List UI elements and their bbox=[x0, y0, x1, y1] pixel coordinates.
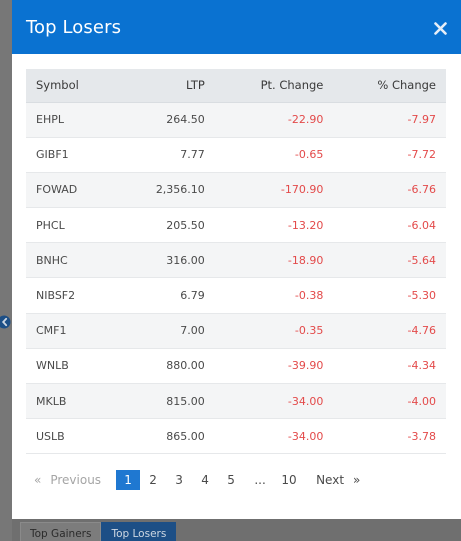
header-ltp: LTP bbox=[116, 69, 215, 103]
ltp-cell: 865.00 bbox=[116, 418, 215, 455]
pt-change-cell: -39.90 bbox=[214, 348, 334, 385]
top-losers-modal: Top Losers Symbol LTP Pt. Change % Chang… bbox=[12, 0, 461, 519]
pct-change-cell: -5.30 bbox=[333, 277, 446, 314]
pagination-ellipsis: ... bbox=[254, 473, 266, 487]
pct-change-cell: -3.78 bbox=[333, 418, 446, 455]
pt-change-cell: -0.65 bbox=[214, 137, 334, 173]
ltp-cell: 7.77 bbox=[116, 137, 215, 173]
pt-change-cell: -13.20 bbox=[214, 207, 334, 244]
symbol-cell: GIBF1 bbox=[26, 137, 116, 173]
table-row[interactable]: PHCL 205.50 -13.20 -6.04 bbox=[26, 207, 446, 244]
pct-change-cell: -4.76 bbox=[333, 313, 446, 349]
page-button-4[interactable]: 4 bbox=[201, 473, 209, 487]
pt-change-cell: -34.00 bbox=[214, 418, 334, 455]
bg-tab-top-gainers[interactable]: Top Gainers bbox=[20, 522, 102, 541]
chevron-left-icon[interactable] bbox=[0, 314, 14, 330]
modal-title: Top Losers bbox=[26, 16, 122, 38]
table-row[interactable]: CMF1 7.00 -0.35 -4.76 bbox=[26, 313, 446, 349]
pct-change-cell: -6.76 bbox=[333, 172, 446, 209]
pct-change-cell: -7.97 bbox=[333, 102, 446, 138]
ltp-cell: 815.00 bbox=[116, 383, 215, 420]
pt-change-cell: -34.00 bbox=[214, 383, 334, 420]
table-row[interactable]: USLB 865.00 -34.00 -3.78 bbox=[26, 418, 446, 455]
double-chevron-right-icon: » bbox=[353, 473, 361, 487]
symbol-cell: BNHC bbox=[26, 242, 116, 279]
page-button-2[interactable]: 2 bbox=[149, 473, 157, 487]
modal-header: Top Losers bbox=[12, 0, 461, 54]
next-page-button[interactable]: Next » bbox=[316, 473, 360, 487]
ltp-cell: 2,356.10 bbox=[116, 172, 215, 209]
table-header-row: Symbol LTP Pt. Change % Change bbox=[26, 69, 446, 103]
previous-page-button[interactable]: « Previous bbox=[34, 473, 101, 487]
pt-change-cell: -0.38 bbox=[214, 277, 334, 314]
double-chevron-left-icon: « bbox=[34, 473, 42, 487]
symbol-cell: USLB bbox=[26, 418, 116, 455]
pt-change-cell: -0.35 bbox=[214, 313, 334, 349]
pct-change-cell: -7.72 bbox=[333, 137, 446, 173]
ltp-cell: 264.50 bbox=[116, 102, 215, 138]
table-row[interactable]: WNLB 880.00 -39.90 -4.34 bbox=[26, 348, 446, 385]
symbol-cell: WNLB bbox=[26, 348, 116, 385]
header-symbol: Symbol bbox=[26, 69, 116, 103]
table-row[interactable]: FOWAD 2,356.10 -170.90 -6.76 bbox=[26, 172, 446, 209]
symbol-cell: PHCL bbox=[26, 207, 116, 244]
background-page-edge bbox=[0, 0, 12, 541]
page-button-1[interactable]: 1 bbox=[116, 470, 141, 490]
table-row[interactable]: GIBF1 7.77 -0.65 -7.72 bbox=[26, 137, 446, 173]
pt-change-cell: -18.90 bbox=[214, 242, 334, 279]
symbol-cell: FOWAD bbox=[26, 172, 116, 209]
previous-label: Previous bbox=[50, 473, 102, 487]
ltp-cell: 6.79 bbox=[116, 277, 215, 314]
pt-change-cell: -22.90 bbox=[214, 102, 334, 138]
pct-change-cell: -5.64 bbox=[333, 242, 446, 279]
ltp-cell: 205.50 bbox=[116, 207, 215, 244]
page-button-5[interactable]: 5 bbox=[227, 473, 235, 487]
pagination: « Previous 1 2 3 4 5 ... 10 Next » bbox=[34, 470, 360, 490]
close-icon[interactable] bbox=[432, 20, 448, 36]
pt-change-cell: -170.90 bbox=[214, 172, 334, 209]
table-row[interactable]: NIBSF2 6.79 -0.38 -5.30 bbox=[26, 277, 446, 314]
ltp-cell: 880.00 bbox=[116, 348, 215, 385]
ltp-cell: 316.00 bbox=[116, 242, 215, 279]
table-row[interactable]: MKLB 815.00 -34.00 -4.00 bbox=[26, 383, 446, 420]
table-row[interactable]: BNHC 316.00 -18.90 -5.64 bbox=[26, 242, 446, 279]
bg-tab-top-losers[interactable]: Top Losers bbox=[101, 522, 177, 541]
symbol-cell: MKLB bbox=[26, 383, 116, 420]
header-pt-change: Pt. Change bbox=[214, 69, 334, 103]
symbol-cell: NIBSF2 bbox=[26, 277, 116, 314]
pct-change-cell: -6.04 bbox=[333, 207, 446, 244]
ltp-cell: 7.00 bbox=[116, 313, 215, 349]
page-button-3[interactable]: 3 bbox=[175, 473, 183, 487]
background-tabs: Top Gainers Top Losers bbox=[20, 522, 177, 541]
next-label: Next bbox=[316, 473, 345, 487]
symbol-cell: CMF1 bbox=[26, 313, 116, 349]
pct-change-cell: -4.34 bbox=[333, 348, 446, 385]
symbol-cell: EHPL bbox=[26, 102, 116, 138]
header-pct-change: % Change bbox=[333, 69, 446, 103]
pct-change-cell: -4.00 bbox=[333, 383, 446, 420]
losers-table: Symbol LTP Pt. Change % Change EHPL 264.5… bbox=[26, 69, 446, 455]
page-button-10[interactable]: 10 bbox=[281, 473, 297, 487]
losers-table-container: Symbol LTP Pt. Change % Change EHPL 264.5… bbox=[26, 69, 446, 455]
table-row[interactable]: EHPL 264.50 -22.90 -7.97 bbox=[26, 102, 446, 138]
